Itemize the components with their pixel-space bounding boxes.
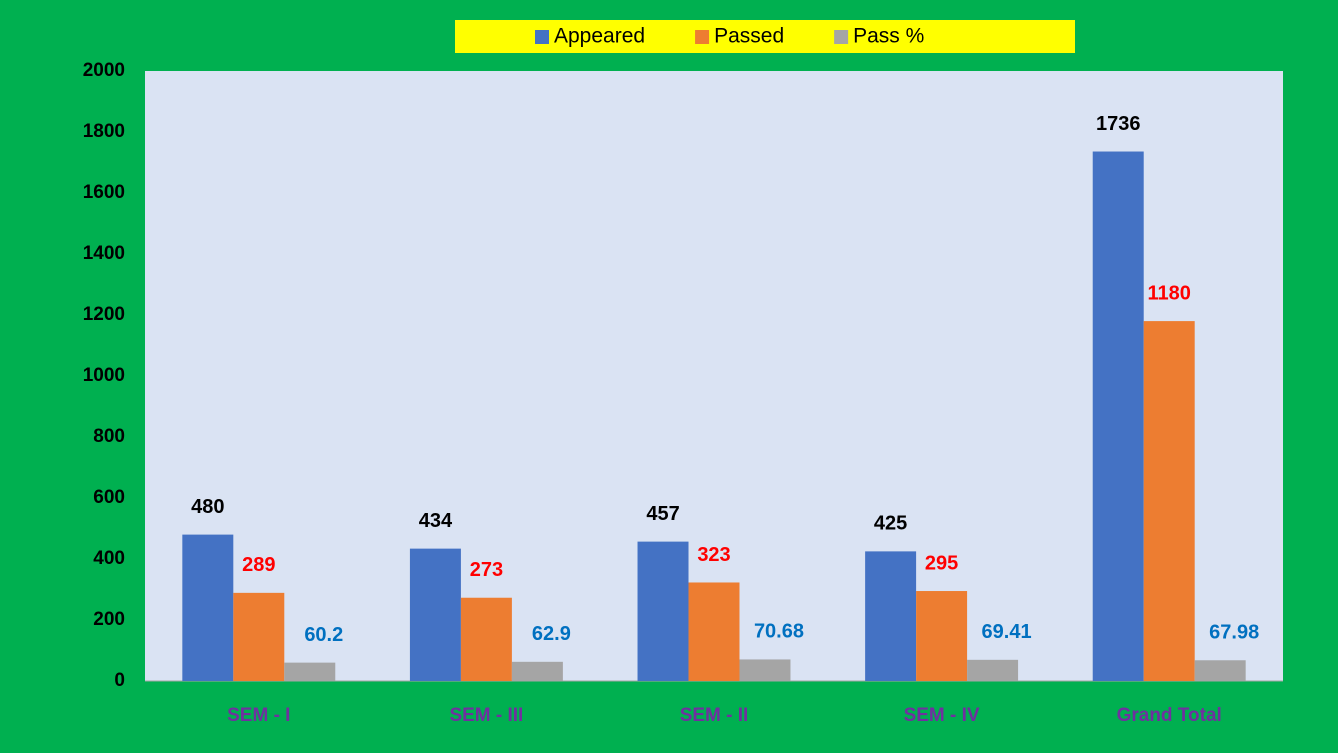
bar — [409, 548, 461, 681]
y-tick-label: 1600 — [83, 182, 125, 203]
x-tick-label: SEM - I — [227, 705, 290, 726]
data-label: 67.98 — [1209, 622, 1259, 644]
y-tick-label: 800 — [93, 426, 125, 447]
legend-label: Appeared — [554, 25, 645, 48]
legend-swatch — [695, 30, 710, 44]
bar — [967, 659, 1019, 681]
data-label: 323 — [697, 544, 730, 566]
data-label: 60.2 — [304, 624, 343, 646]
x-tick-label: SEM - II — [680, 705, 749, 726]
y-tick-label: 400 — [93, 548, 125, 569]
bar — [865, 551, 917, 681]
bar — [637, 541, 689, 681]
bar — [460, 597, 512, 681]
bar — [1092, 151, 1144, 681]
data-label: 273 — [470, 559, 503, 581]
data-label: 1736 — [1096, 113, 1141, 135]
y-tick-label: 1400 — [83, 243, 125, 264]
data-label: 70.68 — [754, 621, 804, 643]
data-label: 1180 — [1148, 282, 1191, 304]
bar — [739, 659, 791, 681]
y-tick-label: 2000 — [83, 60, 125, 81]
legend-label: Pass % — [853, 25, 924, 48]
legend-label: Passed — [714, 25, 784, 48]
bar — [233, 592, 285, 681]
data-label: 295 — [925, 552, 958, 574]
bar — [1143, 321, 1195, 681]
legend-swatch — [535, 30, 549, 44]
bar — [688, 582, 740, 681]
y-tick-label: 0 — [114, 670, 125, 691]
legend-swatch — [834, 30, 849, 44]
data-label: 434 — [419, 510, 453, 532]
data-label: 425 — [874, 513, 907, 535]
y-tick-label: 1000 — [83, 365, 125, 386]
bar — [1194, 660, 1246, 681]
data-label: 289 — [242, 554, 275, 576]
x-tick-label: Grand Total — [1117, 705, 1222, 726]
x-tick-label: SEM - III — [449, 705, 523, 726]
data-label: 69.41 — [982, 621, 1032, 643]
data-label: 480 — [191, 496, 224, 518]
data-label: 457 — [646, 503, 679, 525]
bar — [916, 591, 968, 681]
bar — [511, 661, 563, 681]
legend-box — [455, 20, 1075, 53]
bar — [284, 662, 336, 681]
data-label: 62.9 — [532, 623, 571, 645]
y-tick-label: 600 — [93, 487, 125, 508]
bar — [182, 534, 234, 681]
x-tick-label: SEM - IV — [904, 705, 980, 726]
y-tick-label: 200 — [93, 609, 125, 630]
y-tick-label: 1200 — [83, 304, 125, 325]
y-tick-label: 1800 — [83, 121, 125, 142]
